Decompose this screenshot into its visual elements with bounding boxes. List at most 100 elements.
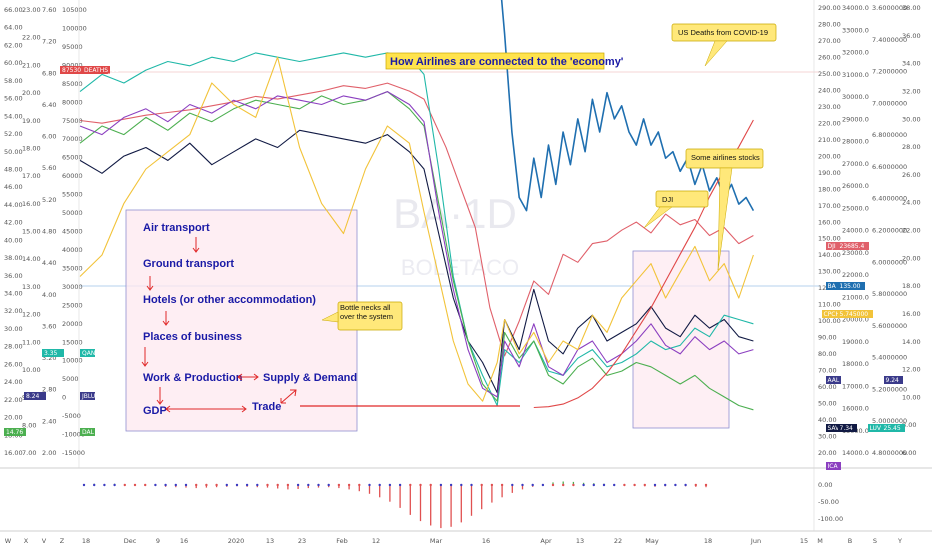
oscillator-axis-label: -50.00 (818, 498, 839, 506)
left-axis-1-label: 23.00 (22, 6, 41, 14)
time-axis-label: Apr (540, 537, 552, 545)
oscillator-dot (205, 483, 208, 487)
time-axis-label: Dec (124, 537, 137, 545)
right-axis-0-label: 270.00 (818, 37, 841, 45)
left-axis-2-label: 6.40 (42, 101, 56, 109)
left-axis-1-label: 11.00 (22, 338, 41, 346)
left-tag-symbol: DEATHS_US (82, 66, 119, 74)
watermark-symbol: BA·1D (393, 190, 517, 237)
series-line-airline4 (79, 91, 754, 398)
left-axis-2-label: 4.80 (42, 228, 56, 236)
toolbar-letter[interactable]: Z (60, 537, 65, 545)
oscillator-dot (633, 483, 636, 487)
right-axis-2-label: 3.6000000 (872, 4, 907, 12)
oscillator-dot (184, 483, 188, 487)
oscillator-dot (551, 483, 555, 487)
airlines-box[interactable] (632, 250, 730, 429)
oscillator-dot (439, 483, 443, 487)
oscillator-dot (317, 483, 320, 487)
right-tag-bg (822, 310, 841, 318)
toolbar-letter[interactable]: W (5, 537, 12, 545)
callout-deaths[interactable]: US Deaths from COVID-19 (671, 23, 777, 67)
right-axis-3-label: 16.00 (902, 310, 921, 318)
right-axis-3-label: 10.00 (902, 393, 921, 401)
toolbar-letter[interactable]: V (42, 537, 47, 545)
left-axis-0-label: 46.00 (4, 183, 23, 191)
left-axis-2-label: 6.00 (42, 133, 56, 141)
right-axis-0-label: 290.00 (818, 4, 841, 12)
watermark-text: BOLETACO (401, 255, 519, 280)
oscillator-dot (82, 483, 86, 487)
arrow-ground-hotels (146, 276, 154, 291)
title-box[interactable] (385, 52, 605, 70)
right-tag: LUV (868, 424, 883, 432)
toolbar-letter[interactable]: B (848, 537, 852, 545)
oscillator-dot (419, 483, 422, 487)
left-axis-0-label: 52.00 (4, 130, 23, 138)
series-line-airline1 (79, 129, 754, 394)
left-tag-symbol: JBLU (80, 392, 95, 400)
left-tag-value-text: 8.24 (26, 393, 40, 400)
right-axis-3-label: 14.00 (902, 338, 921, 346)
flow-hotels: Hotels (or other accommodation) (143, 294, 316, 306)
oscillator-dot (511, 483, 514, 487)
left-tag-value: 3.35 (42, 349, 64, 357)
toolbar-letter[interactable]: S (873, 537, 877, 545)
left-axis-2-label: 2.40 (42, 417, 56, 425)
left-axis-2-label: 2.80 (42, 386, 56, 394)
arrow-hotels-business (162, 311, 170, 326)
right-axis-0-label: 160.00 (818, 218, 841, 226)
series-line-airline2 (79, 52, 754, 407)
toolbar-letter[interactable]: X (24, 537, 29, 545)
right-axis-1-label: 31000.0 (842, 71, 869, 79)
right-axis-2-label: 5.8000000 (872, 290, 907, 298)
oscillator-dot (93, 483, 96, 487)
right-tag-bg (882, 424, 905, 432)
left-axis-1-label: 10.00 (22, 366, 41, 374)
right-tag: BA (826, 282, 838, 290)
oscillator-dot (449, 483, 453, 487)
callout-airlines[interactable]: Some airlines stocks (685, 148, 764, 271)
flow-box[interactable] (125, 209, 358, 432)
oscillator-dot (500, 483, 504, 487)
time-axis-label: 12 (372, 537, 380, 545)
arrow-trade-supply (280, 389, 297, 404)
flow-work-production: Work & Production (143, 372, 243, 384)
time-axis-label: Feb (336, 537, 348, 545)
callout-dji-text: DJI (662, 195, 673, 204)
callout-bottlenecks[interactable]: Bottle necks all over the system (321, 301, 403, 331)
right-axis-3-label: 30.00 (902, 115, 921, 123)
left-axis-2-label: 3.20 (42, 354, 56, 362)
oscillator-dot (195, 483, 198, 487)
right-tag-text: ICA (828, 463, 839, 470)
left-axis-3-label: 80000 (62, 98, 83, 106)
right-axis-0-label: 280.00 (818, 21, 841, 29)
right-axis-1-label: 25000.0 (842, 204, 869, 212)
left-axis-3-label: -10000 (62, 431, 85, 439)
series-line-bank (500, 0, 755, 212)
oscillator-dot (164, 483, 167, 487)
series-line-airline3 (79, 91, 754, 411)
flow-arrows (141, 237, 520, 413)
toolbar-letter[interactable]: M (817, 537, 823, 545)
oscillator-dot (144, 483, 147, 487)
left-axis-0-label: 28.00 (4, 343, 23, 351)
right-axis-0-label: 70.00 (818, 367, 837, 375)
oscillator-dot (245, 483, 249, 487)
right-axis-3-label: 18.00 (902, 282, 921, 290)
right-axis-2-label: 6.2000000 (872, 227, 907, 235)
right-tag-text: 7.34 (840, 425, 854, 432)
toolbar-letter[interactable]: Y (897, 537, 902, 545)
left-tag-value-bg (4, 428, 26, 436)
left-axis-0-label: 42.00 (4, 219, 23, 227)
right-tag-bg (826, 462, 841, 470)
right-axis-0-label: 220.00 (818, 119, 841, 127)
right-axis-0-label: 190.00 (818, 169, 841, 177)
callout-dji[interactable]: DJI (643, 190, 709, 229)
oscillator-dot (347, 483, 351, 487)
left-axis-0-label: 64.00 (4, 24, 23, 32)
oscillator-dot (256, 483, 259, 487)
oscillator-dot (388, 483, 392, 487)
right-axis-3-label: 34.00 (902, 60, 921, 68)
right-tag-bg (884, 376, 903, 384)
